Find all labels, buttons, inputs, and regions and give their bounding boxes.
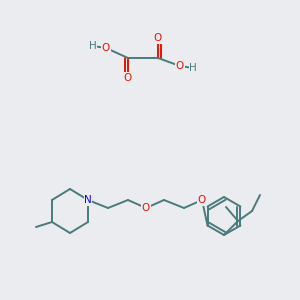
Text: O: O [102,43,110,53]
Text: O: O [198,195,206,205]
Text: O: O [142,203,150,213]
Text: O: O [176,61,184,71]
Text: O: O [124,73,132,83]
Text: H: H [189,63,197,73]
Text: N: N [84,195,92,205]
Text: O: O [154,33,162,43]
Text: H: H [89,41,97,51]
